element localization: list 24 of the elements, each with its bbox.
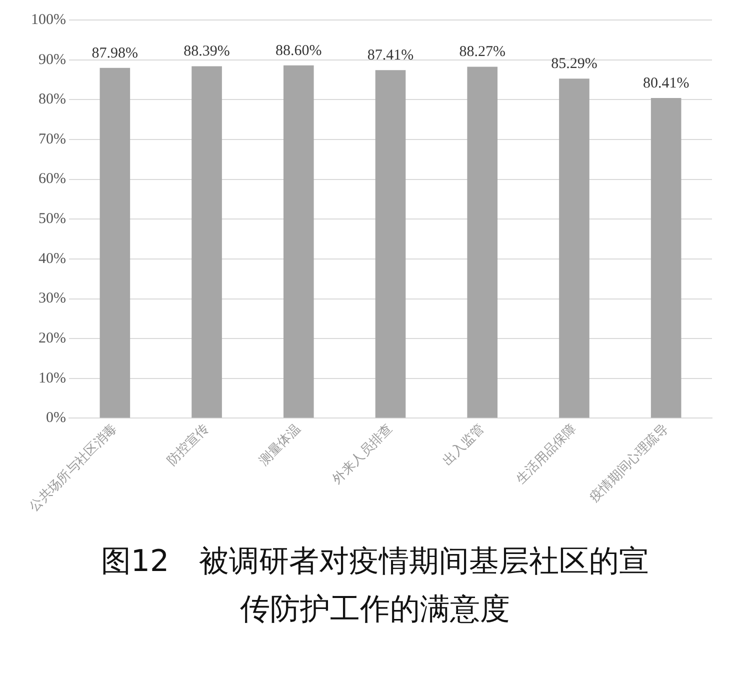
x-tick-label: 防控宣传 xyxy=(164,420,212,469)
data-label: 87.98% xyxy=(92,45,138,62)
y-tick-label: 10% xyxy=(38,370,66,386)
y-tick-label: 90% xyxy=(38,52,66,68)
y-tick-label: 20% xyxy=(38,330,66,347)
x-tick-label: 外来人员排查 xyxy=(330,421,396,488)
text: 图12 被调研者对疫情期间基层社区的宣传防护工作的满意度 xyxy=(100,543,650,629)
data-label: 87.41% xyxy=(367,48,414,64)
y-tick-label: 80% xyxy=(38,92,66,108)
y-tick-label: 60% xyxy=(38,171,66,188)
x-tick-label: 疫情期间心理疏导 xyxy=(586,420,672,506)
data-label: 88.60% xyxy=(276,42,322,59)
y-tick-label: 30% xyxy=(38,290,66,307)
y-tick-label: 40% xyxy=(38,250,66,267)
x-tick-label: 生活用品保障 xyxy=(514,421,580,488)
y-tick-label: 70% xyxy=(38,131,66,148)
data-label: 85.29% xyxy=(551,56,598,72)
x-tick-label: 测量体温 xyxy=(256,421,304,469)
data-label: 88.27% xyxy=(459,44,506,60)
data-label: 88.39% xyxy=(184,44,230,60)
data-label: 80.41% xyxy=(642,75,690,92)
x-tick-label: 出入监管 xyxy=(440,421,488,469)
y-tick-label: 50% xyxy=(38,211,66,228)
y-tick-label: 100% xyxy=(30,12,66,28)
